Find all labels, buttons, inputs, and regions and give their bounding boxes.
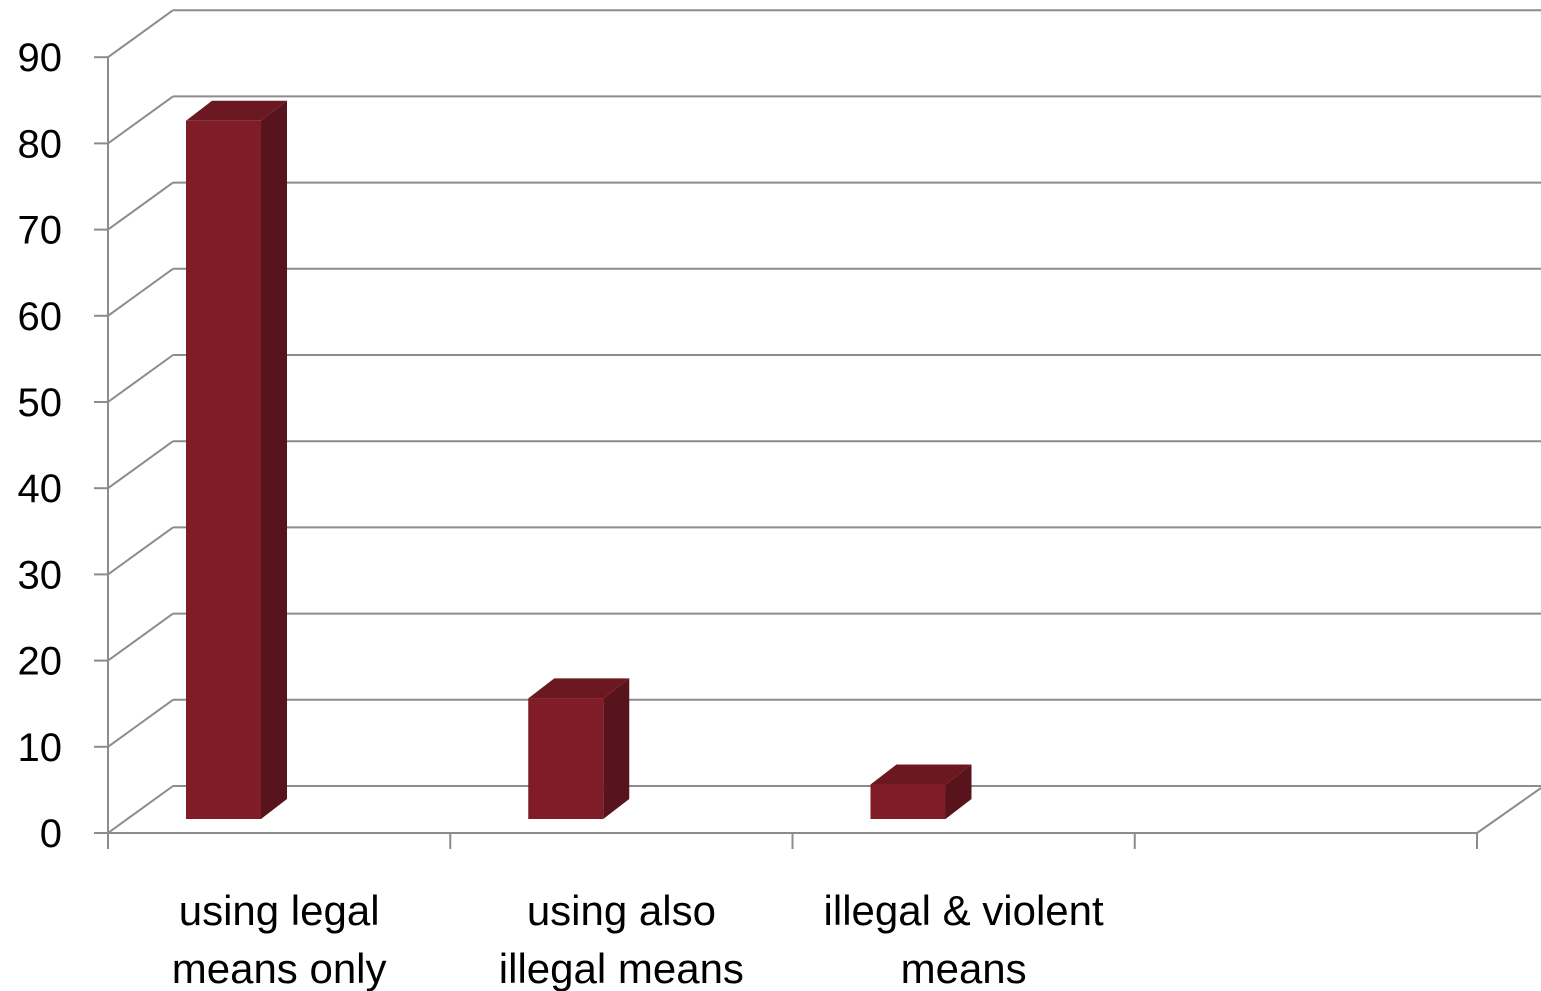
y-tick-label: 90 xyxy=(18,36,63,80)
gridline-diagonal xyxy=(107,267,174,317)
y-tick-label: 40 xyxy=(18,467,63,511)
y-tick-label: 0 xyxy=(40,812,62,856)
bar-side-face xyxy=(261,100,287,819)
bar-front-face xyxy=(186,120,261,819)
y-tick-label: 80 xyxy=(18,122,63,166)
x-category-label: using also xyxy=(527,887,716,934)
bar xyxy=(186,100,287,819)
bar-front-face xyxy=(528,698,604,819)
floor-gridline-left xyxy=(107,785,174,834)
x-category-label: means xyxy=(901,945,1027,991)
bar-side-face xyxy=(603,678,630,819)
y-tick-label: 70 xyxy=(18,209,63,253)
bar-top-face xyxy=(528,678,630,699)
gridline-diagonal xyxy=(107,698,174,748)
y-tick-label: 10 xyxy=(18,726,63,770)
x-category-label: using legal xyxy=(179,887,380,934)
bar-side-face xyxy=(945,764,972,819)
bar-top-face xyxy=(186,100,287,121)
gridline-diagonal xyxy=(107,440,174,490)
y-tick-label: 30 xyxy=(18,553,63,597)
bar-layer xyxy=(186,100,972,819)
gridline-diagonal xyxy=(107,354,174,403)
floor-gridline-right xyxy=(1476,787,1541,834)
y-tick-label: 20 xyxy=(18,640,63,684)
x-category-label: illegal means xyxy=(499,945,744,991)
label-layer: 0 10 20 30 40 50 60 70 80 90 using legal means only… xyxy=(18,36,1105,991)
gridline-diagonal xyxy=(107,612,174,662)
gridline-diagonal xyxy=(107,95,174,145)
bar-front-face xyxy=(870,784,946,819)
axis-layer xyxy=(94,56,1478,849)
gridline-diagonal xyxy=(107,526,174,576)
bar-top-face xyxy=(870,764,972,785)
gridline-diagonal xyxy=(107,9,174,59)
grid-layer xyxy=(107,9,1541,834)
bar xyxy=(870,764,972,819)
gridline-diagonal xyxy=(107,181,174,231)
x-category-label: illegal & violent xyxy=(824,887,1104,934)
y-tick-label: 50 xyxy=(18,381,63,425)
bar xyxy=(528,678,630,819)
y-tick-label: 60 xyxy=(18,295,63,339)
x-category-label: means only xyxy=(172,945,387,991)
